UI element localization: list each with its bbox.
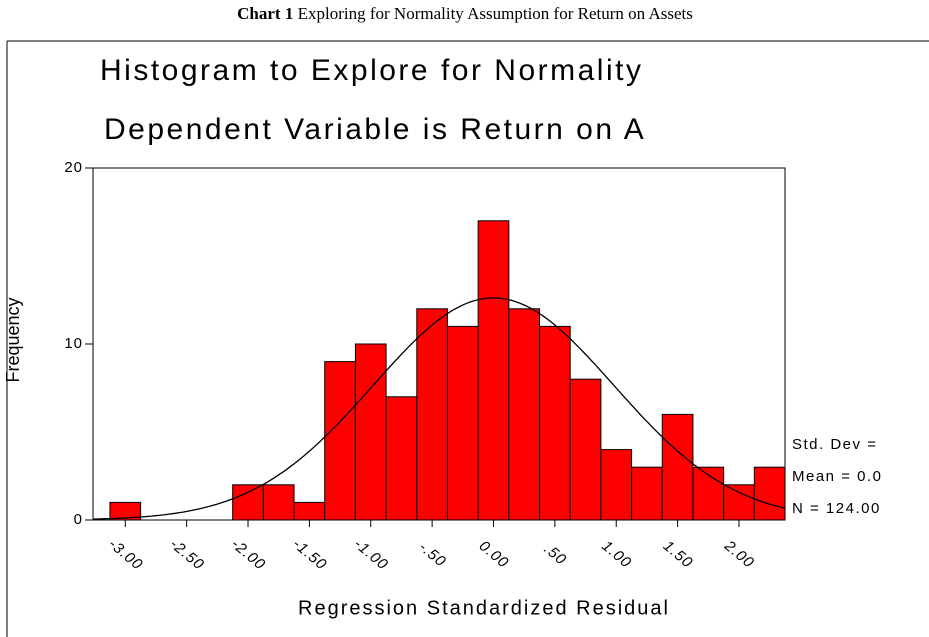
bar: [631, 466, 663, 521]
bar: [600, 449, 633, 521]
bar: [324, 361, 356, 521]
x-tick-label: -2.50: [167, 535, 208, 573]
x-tick-label: .50: [541, 540, 570, 568]
chart-subtitle: Dependent Variable is Return on A: [104, 113, 646, 146]
x-tick-label: -1.50: [289, 535, 330, 573]
bar: [385, 396, 418, 521]
bar: [692, 466, 725, 521]
x-tick-label: -1.00: [351, 535, 392, 573]
x-tick-label: 0.00: [476, 537, 512, 571]
caption-label: Chart 1: [237, 4, 293, 23]
x-tick-label: -.50: [416, 538, 450, 570]
x-tick-label: 2.00: [720, 537, 757, 572]
y-tick-label: 10: [64, 335, 83, 352]
caption: Chart 1 Exploring for Normality Assumpti…: [237, 4, 693, 23]
bar: [477, 220, 510, 521]
x-axis-label: Regression Standardized Residual: [298, 597, 670, 619]
caption-text: Exploring for Normality Assumption for R…: [298, 4, 693, 23]
bar: [661, 413, 694, 521]
bar: [723, 484, 755, 521]
chart-title: Histogram to Explore for Normality: [100, 54, 643, 87]
bar: [539, 325, 571, 521]
bar: [232, 484, 264, 521]
bar: [446, 325, 479, 521]
x-tick-label: -3.00: [105, 535, 146, 573]
bar: [508, 308, 541, 521]
legend-entry: N = 124.00: [792, 500, 881, 517]
y-axis-label: Frequency: [3, 297, 23, 382]
normal-curve: [92, 297, 786, 520]
bar: [569, 378, 602, 521]
bar: [354, 343, 387, 521]
y-tick-label: 0: [74, 511, 83, 528]
x-tick-label: 1.50: [660, 537, 696, 571]
bar: [293, 501, 326, 521]
legend-entry: Std. Dev =: [792, 436, 877, 453]
x-tick-label: -2.00: [228, 535, 269, 573]
bar: [753, 466, 786, 521]
bar: [416, 308, 448, 521]
x-tick-label: 1.00: [598, 537, 634, 571]
y-tick-label: 20: [64, 159, 83, 176]
bar: [262, 484, 295, 521]
legend-entry: Mean = 0.0: [792, 468, 882, 485]
